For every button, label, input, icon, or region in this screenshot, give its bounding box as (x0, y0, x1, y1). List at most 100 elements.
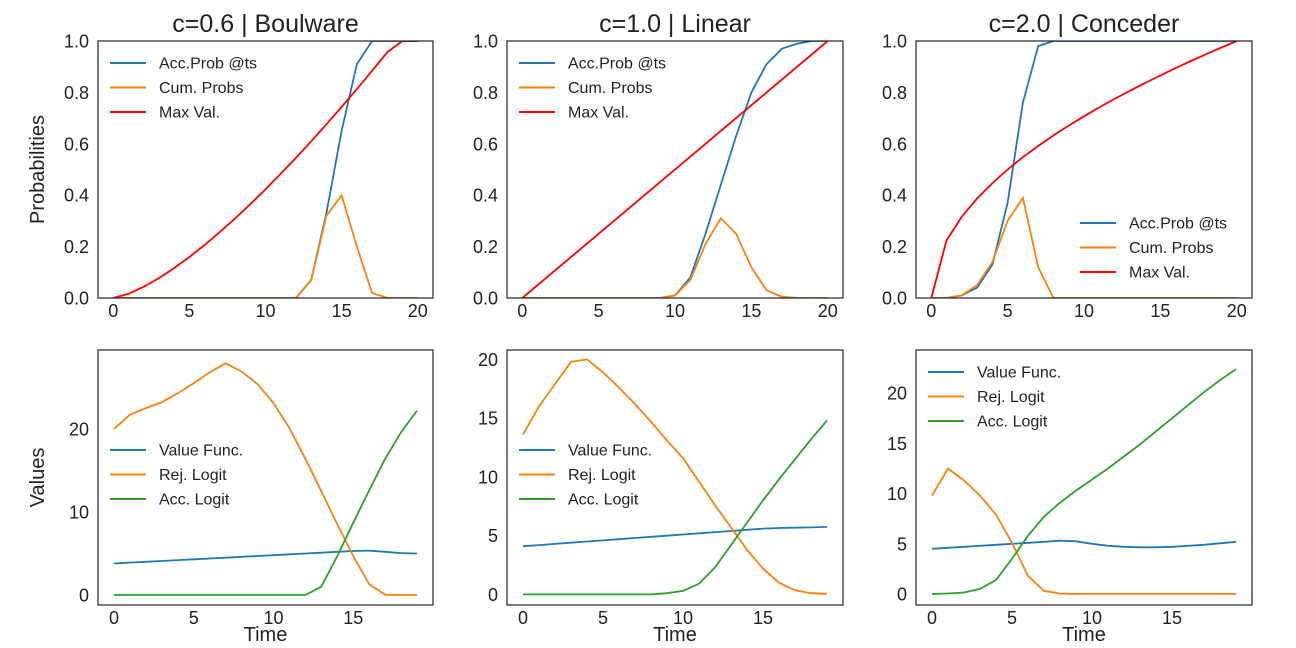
y-axis-label: Probabilities (27, 115, 49, 224)
x-axis-label: Time (653, 624, 697, 646)
y-tick-label: 5 (488, 526, 498, 546)
legend: Acc.Prob @ts Cum. Probs Max Val. (110, 56, 257, 122)
y-tick-label: 0.2 (882, 237, 907, 257)
chart-title: c=1.0 | Linear (599, 10, 751, 38)
x-tick-label: 10 (665, 301, 685, 321)
legend-label: Value Func. (159, 443, 243, 460)
x-tick-label: 15 (1150, 301, 1170, 321)
x-tick-label: 0 (518, 608, 528, 628)
x-tick-label: 5 (1003, 301, 1013, 321)
legend: Acc.Prob @ts Cum. Probs Max Val. (1080, 216, 1227, 282)
plot-frame (915, 349, 1253, 606)
x-tick-label: 5 (594, 301, 604, 321)
series-line-2 (931, 195, 1237, 298)
x-tick-label: 10 (673, 608, 693, 628)
chart-title: c=0.6 | Boulware (172, 10, 358, 38)
series-line-1 (522, 526, 828, 548)
y-tick-label: 1.0 (473, 32, 498, 52)
y-tick-label: 0.4 (64, 186, 89, 206)
series-line-2 (113, 362, 417, 596)
y-tick-label: 0 (79, 586, 89, 606)
y-axis-label: Values (27, 448, 49, 508)
x-axis-label: Time (244, 624, 288, 646)
legend-label: Rej. Logit (159, 467, 227, 484)
y-tick-label: 0 (897, 584, 907, 604)
x-tick-label: 5 (1007, 608, 1017, 628)
panel-1: 0 5 10 15 20 0.0 0.2 0.4 0.6 0.8 1.0 c=0.6 | Boulwa… (27, 10, 434, 321)
x-tick-label: 15 (1162, 608, 1182, 628)
plot-frame (506, 349, 844, 606)
series-line-3 (931, 368, 1237, 595)
x-tick-label: 15 (343, 608, 363, 628)
y-tick-label: 20 (887, 384, 907, 404)
plot-frame (97, 40, 434, 299)
x-tick-label: 0 (108, 301, 118, 321)
x-tick-label: 0 (927, 608, 937, 628)
x-tick-label: 10 (1074, 301, 1094, 321)
legend-label: Acc.Prob @ts (159, 56, 257, 73)
y-tick-label: 0.6 (473, 134, 498, 154)
legend-label: Acc.Prob @ts (1129, 216, 1227, 233)
y-tick-label: 15 (478, 409, 498, 429)
legend-label: Max Val. (1129, 265, 1190, 282)
y-tick-label: 0.4 (882, 186, 907, 206)
series-line-3 (523, 419, 828, 596)
x-tick-label: 0 (926, 301, 936, 321)
legend-label: Value Func. (568, 443, 652, 460)
chart-title: c=2.0 | Conceder (989, 10, 1180, 38)
y-tick-label: 10 (478, 467, 498, 487)
series-line-1 (931, 539, 1237, 550)
y-tick-label: 0.0 (473, 289, 498, 309)
legend-label: Cum. Probs (568, 80, 652, 97)
y-tick-label: 1.0 (64, 32, 89, 52)
y-tick-label: 0.2 (473, 237, 498, 257)
x-axis-label: Time (1062, 624, 1106, 646)
x-tick-label: 20 (408, 301, 428, 321)
y-tick-label: 0 (488, 585, 498, 605)
y-tick-label: 0.4 (473, 186, 498, 206)
x-tick-label: 10 (255, 301, 275, 321)
plot-frame (97, 349, 434, 606)
legend-label: Rej. Logit (568, 467, 636, 484)
series-line-3 (112, 41, 418, 298)
x-tick-label: 20 (1227, 301, 1247, 321)
legend-label: Value Func. (977, 365, 1061, 382)
legend-label: Acc. Logit (977, 414, 1048, 431)
series-line-3 (114, 410, 418, 596)
series-line-2 (522, 358, 828, 595)
x-tick-label: 5 (189, 608, 199, 628)
legend-label: Acc.Prob @ts (568, 56, 666, 73)
panel-2: 0 5 10 15 20 0.0 0.2 0.4 0.6 0.8 1.0 c=1.0 | Linear… (473, 10, 844, 321)
legend-label: Cum. Probs (159, 80, 243, 97)
x-tick-label: 5 (184, 301, 194, 321)
series-line-1 (931, 41, 1237, 298)
y-tick-label: 15 (887, 434, 907, 454)
legend: Acc.Prob @ts Cum. Probs Max Val. (519, 56, 666, 122)
legend-label: Max Val. (568, 105, 629, 122)
y-tick-label: 10 (69, 502, 89, 522)
series-line-3 (521, 41, 829, 298)
series-line-2 (931, 467, 1236, 595)
plot-frame (915, 40, 1253, 299)
y-tick-label: 0.6 (882, 134, 907, 154)
legend: Value Func. Rej. Logit Acc. Logit (110, 443, 243, 509)
legend-label: Rej. Logit (977, 389, 1045, 406)
y-tick-label: 0.0 (64, 289, 89, 309)
y-tick-label: 0.0 (882, 289, 907, 309)
x-tick-label: 15 (753, 608, 773, 628)
panel-3: 0 5 10 15 20 0.0 0.2 0.4 0.6 0.8 1.0 c=2.0 | Conced… (882, 10, 1253, 321)
legend: Value Func. Rej. Logit Acc. Logit (928, 365, 1061, 431)
panel-5: 0 5 10 15 0 5 10 15 20 Time Value Func. Rej. Logit A… (478, 349, 844, 646)
x-tick-label: 10 (1082, 608, 1102, 628)
y-tick-label: 0.8 (882, 83, 907, 103)
y-tick-label: 10 (887, 484, 907, 504)
y-tick-label: 20 (69, 419, 89, 439)
y-tick-label: 0.8 (64, 83, 89, 103)
y-tick-label: 0.6 (64, 134, 89, 154)
panel-6: 0 5 10 15 0 5 10 15 20 Time Value Func. Rej. Logit A… (887, 349, 1253, 646)
panel-4: 0 5 10 15 0 10 20 Values Time Value Func. Rej. Log… (27, 349, 434, 646)
y-tick-label: 20 (478, 350, 498, 370)
series-line-1 (113, 41, 418, 298)
y-tick-label: 0.2 (64, 237, 89, 257)
